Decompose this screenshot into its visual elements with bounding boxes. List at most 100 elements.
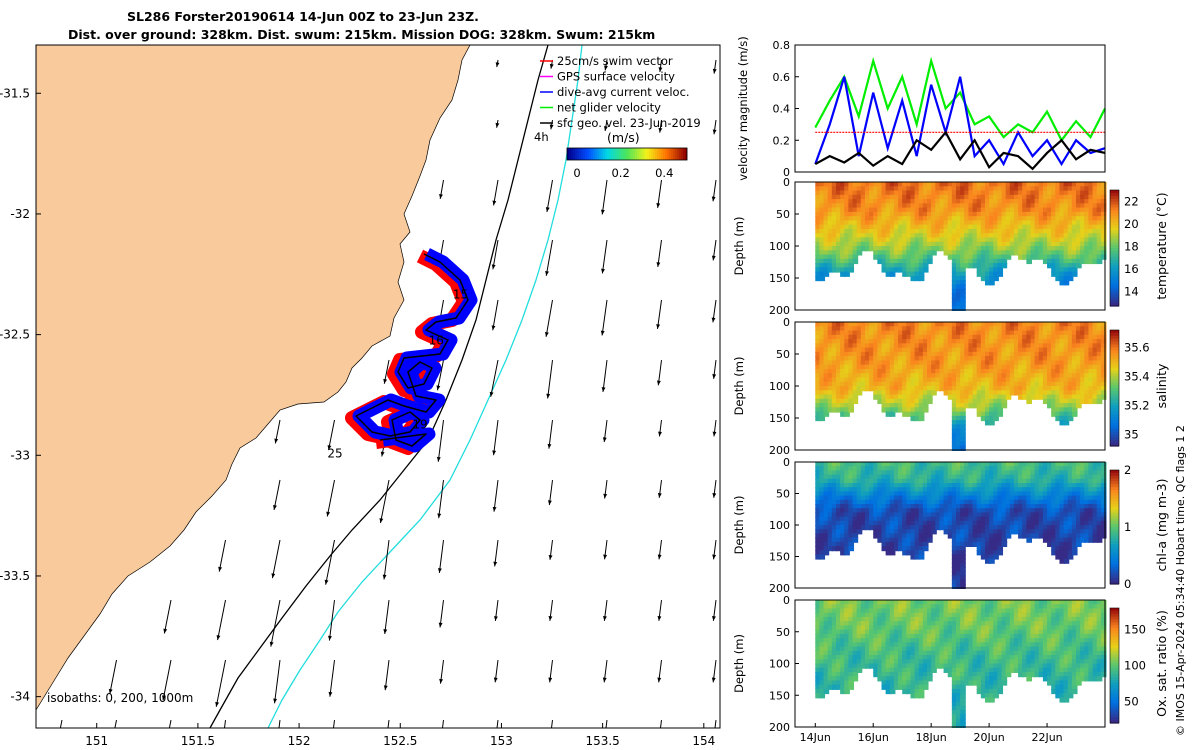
heatmap-cell — [1100, 499, 1107, 505]
heatmap-cell — [885, 466, 892, 472]
heatmap-cell — [1042, 246, 1049, 252]
heatmap-cell — [1088, 533, 1095, 539]
heatmap-cell — [1084, 258, 1090, 265]
heatmap-cell — [922, 394, 929, 400]
heatmap-cell — [918, 533, 925, 539]
heatmap-cell — [980, 466, 987, 472]
heatmap-cell — [881, 508, 888, 514]
heatmap-cell — [927, 194, 933, 201]
heatmap-cell — [1092, 356, 1099, 362]
heatmap-cell — [889, 394, 896, 400]
heatmap-cell — [964, 537, 970, 543]
heatmap-cell — [984, 390, 991, 396]
heatmap-cell — [943, 343, 950, 349]
colorbar-cell — [679, 148, 682, 160]
heatmap-cell — [1100, 250, 1107, 256]
heatmap-cell — [1059, 504, 1066, 510]
heatmap-cell — [823, 220, 830, 226]
heatmap-cell — [960, 558, 966, 564]
heatmap-cell — [984, 199, 991, 205]
heatmap-cell — [960, 207, 966, 213]
heatmap-cell — [960, 407, 966, 413]
heatmap-cell — [835, 228, 842, 235]
heatmap-cell — [1076, 228, 1082, 235]
heatmap-cell — [864, 322, 871, 328]
heatmap-cell — [1055, 364, 1061, 370]
heatmap-cell — [864, 351, 871, 358]
heatmap-cell — [1071, 403, 1078, 409]
heatmap-cell — [1063, 258, 1070, 265]
heatmap-cell — [964, 520, 970, 526]
heatmap-cell — [984, 533, 991, 539]
heatmap-cell — [1047, 347, 1053, 353]
heatmap-cell — [827, 356, 834, 362]
heatmap-cell — [902, 356, 908, 362]
heatmap-cell — [910, 330, 917, 336]
heatmap-cell — [1018, 211, 1024, 218]
heatmap-cell — [1063, 186, 1070, 192]
heatmap-cell — [848, 203, 855, 209]
heatmap-cell — [1084, 339, 1090, 345]
heatmap-cell — [993, 347, 999, 353]
heatmap-cell — [1092, 326, 1099, 332]
heatmap-cell — [827, 258, 834, 265]
heatmap-cell — [910, 487, 917, 493]
colorbar-cell — [1110, 213, 1119, 217]
heatmap-cell — [831, 407, 838, 413]
heatmap-cell — [918, 403, 925, 409]
heatmap-cell — [1022, 520, 1028, 526]
heatmap-cell — [972, 368, 979, 375]
heatmap-cell — [951, 364, 958, 370]
heatmap-cell — [964, 512, 970, 518]
heatmap-cell — [1051, 478, 1057, 484]
heatmap-cell — [844, 216, 850, 222]
heatmap-cell — [873, 334, 879, 341]
colorbar-cell — [1110, 330, 1119, 334]
heatmap-cell — [956, 203, 962, 209]
heatmap-cell — [1080, 207, 1086, 213]
heatmap-cell — [1092, 483, 1099, 489]
heatmap-cell — [997, 263, 1004, 269]
velocity-arrow — [218, 539, 226, 572]
heatmap-cell — [1067, 487, 1074, 493]
heatmap-cell — [1096, 326, 1103, 332]
heatmap-cell — [1059, 228, 1066, 235]
heatmap-cell — [852, 364, 859, 370]
heatmap-cell — [1022, 508, 1028, 514]
heatmap-cell — [827, 394, 834, 400]
heatmap-cell — [893, 241, 900, 247]
heatmap-cell — [1038, 504, 1045, 510]
heatmap-cell — [815, 474, 821, 480]
heatmap-cell — [856, 508, 863, 514]
heatmap-cell — [1001, 533, 1008, 539]
heatmap-cell — [1030, 207, 1037, 213]
colorbar-cell — [1110, 544, 1119, 548]
heatmap-cell — [1096, 186, 1103, 192]
heatmap-cell — [877, 207, 884, 213]
heatmap-cell — [1034, 470, 1041, 476]
heatmap-cell — [993, 483, 999, 489]
heatmap-cell — [885, 491, 892, 497]
heatmap-cell — [1080, 203, 1086, 209]
heatmap-cell — [848, 207, 855, 213]
heatmap-cell — [852, 483, 859, 489]
heatmap-cell — [1088, 386, 1095, 392]
heatmap-cell — [943, 241, 950, 247]
y-tick-label: 150 — [769, 272, 790, 285]
heatmap-cell — [823, 398, 830, 405]
heatmap-cell — [902, 483, 908, 489]
heatmap-cell — [906, 186, 912, 192]
heatmap-cell — [964, 246, 970, 252]
heatmap-cell — [931, 373, 937, 379]
heatmap-cell — [1067, 466, 1074, 472]
heatmap-cell — [943, 364, 950, 370]
heatmap-cell — [1009, 516, 1016, 522]
heatmap-cell — [1080, 190, 1086, 196]
heatmap-cell — [935, 483, 941, 489]
heatmap-cell — [1042, 330, 1049, 336]
heatmap-cell — [951, 579, 958, 585]
heatmap-cell — [943, 373, 950, 379]
heatmap-cell — [910, 250, 917, 256]
heatmap-cell — [939, 508, 946, 514]
heatmap-cell — [819, 250, 826, 256]
